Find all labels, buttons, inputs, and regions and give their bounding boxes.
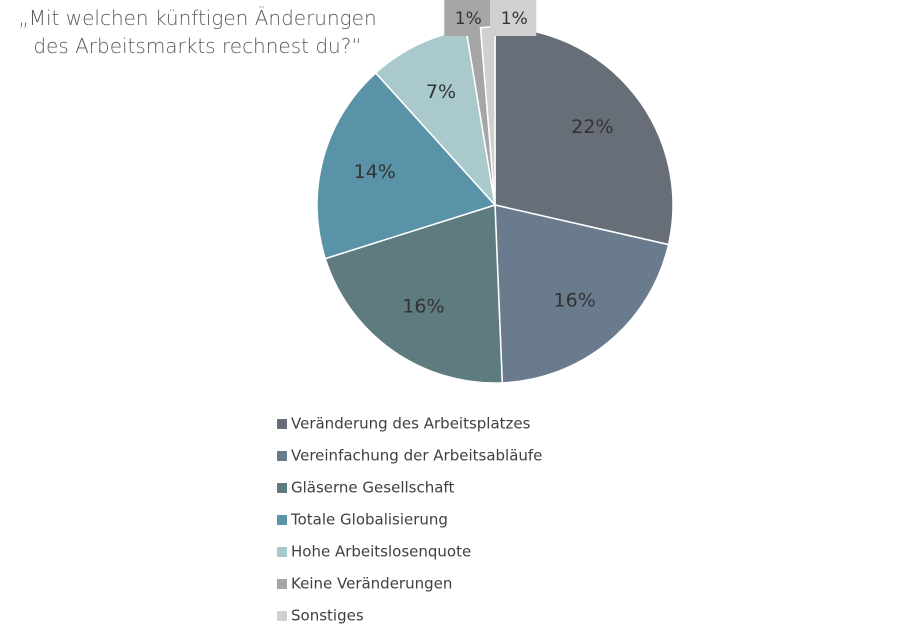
legend-swatch — [277, 419, 287, 429]
legend-swatch — [277, 451, 287, 461]
legend-label: Hohe Arbeitslosenquote — [291, 543, 471, 561]
legend-label: Sonstiges — [291, 607, 364, 625]
legend-swatch — [277, 611, 287, 621]
legend-swatch — [277, 579, 287, 589]
data-label: 1% — [501, 9, 528, 29]
data-label: 7% — [426, 81, 456, 103]
data-label: 16% — [402, 295, 444, 317]
data-label: 14% — [354, 161, 396, 183]
legend-label: Keine Veränderungen — [291, 575, 452, 593]
legend-swatch — [277, 483, 287, 493]
legend-label: Gläserne Gesellschaft — [291, 479, 454, 497]
chart-title: „Mit welchen künftigen Änderungen des Ar… — [18, 6, 377, 58]
legend-label: Vereinfachung der Arbeitsabläufe — [291, 447, 542, 465]
label-box — [490, 0, 537, 36]
pie-slice — [316, 71, 497, 260]
legend-swatch — [277, 547, 287, 557]
legend-label: Veränderung des Arbeitsplatzes — [291, 415, 531, 433]
data-label: 22% — [571, 116, 613, 138]
legend-swatch — [277, 515, 287, 525]
data-label: 16% — [554, 289, 596, 311]
pie-slice — [324, 203, 504, 384]
data-label: 1% — [455, 9, 482, 29]
pie-slice — [494, 204, 670, 384]
legend-label: Totale Globalisierung — [290, 511, 448, 529]
